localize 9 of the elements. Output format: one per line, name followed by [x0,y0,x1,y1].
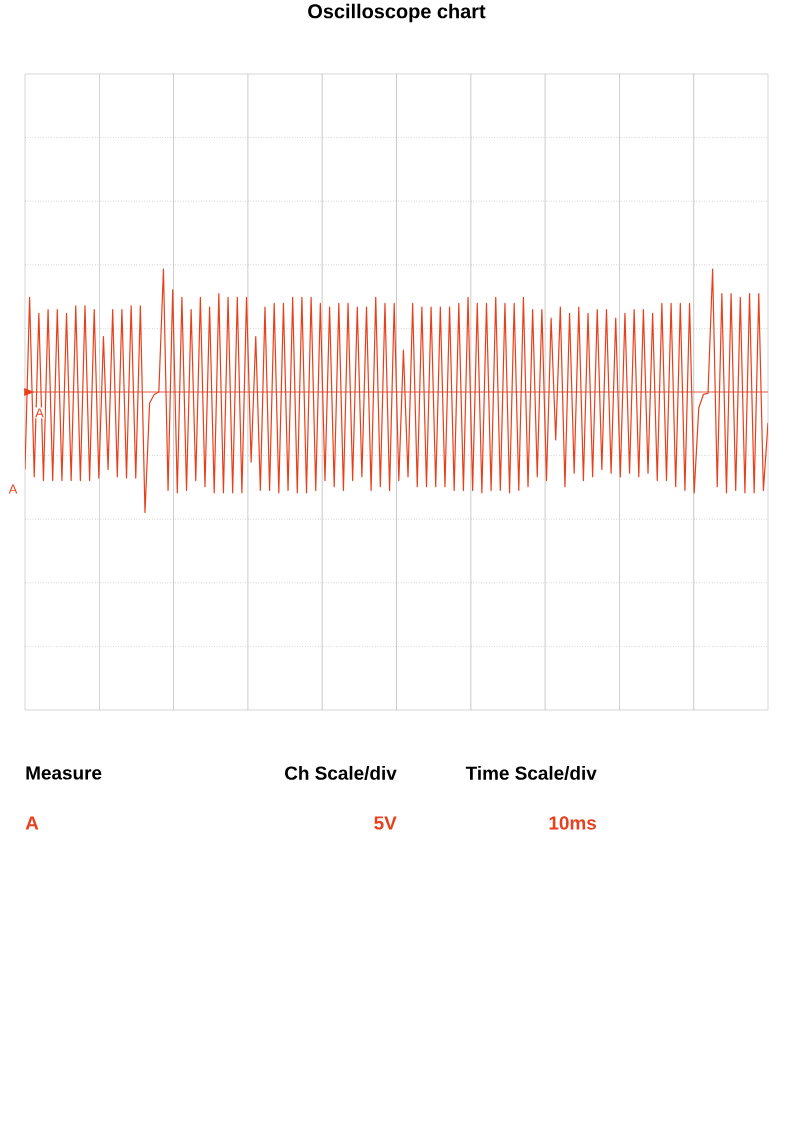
text: A [25,816,39,830]
legend-label: A [35,408,44,418]
text: Time Scale/div [465,765,597,781]
text: 10ms [549,816,597,830]
text: Measure [26,766,102,780]
text: A [8,484,18,494]
text: 5V [374,816,397,830]
chart-title: Oscilloscope chart [308,3,486,23]
text: Ch Scale/div [285,765,397,781]
